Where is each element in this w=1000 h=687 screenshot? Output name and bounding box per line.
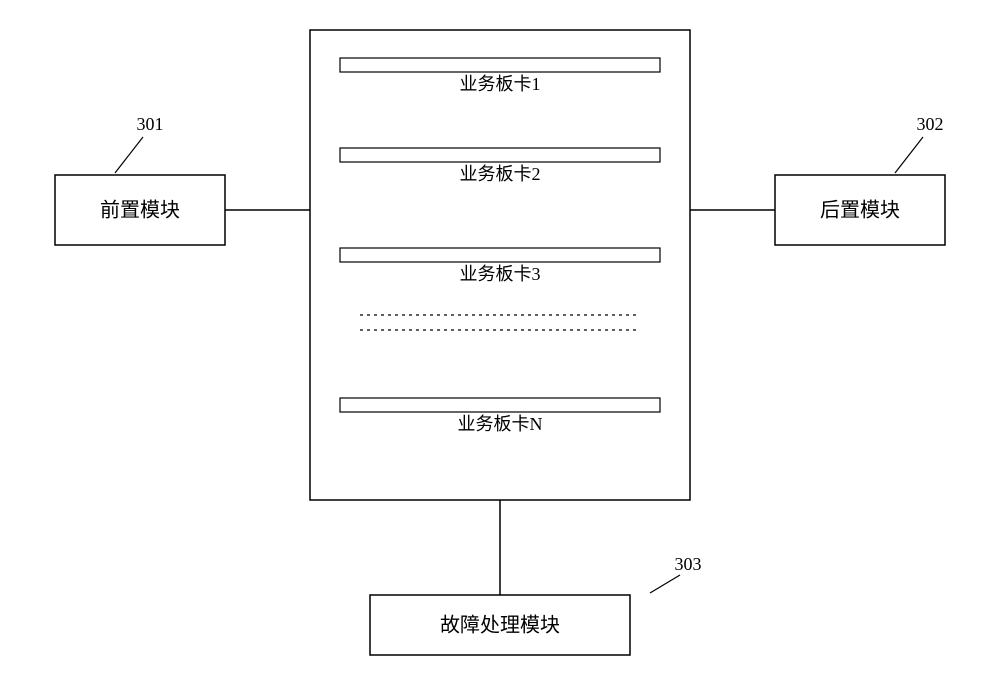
reference-lead-line [895,137,923,173]
service-card-slot [340,58,660,72]
rear-module-box-label: 后置模块 [820,199,900,222]
service-card-slot [340,248,660,262]
service-card-slot [340,398,660,412]
reference-number: 303 [675,554,702,574]
service-card-label: 业务板卡1 [460,74,541,94]
service-card-label: 业务板卡N [458,414,543,434]
front-module-box-label: 前置模块 [100,199,180,222]
reference-number: 301 [137,114,164,134]
service-card-slot [340,148,660,162]
reference-lead-line [115,137,143,173]
service-card-label: 业务板卡2 [460,164,541,184]
fault-module-box-label: 故障处理模块 [440,614,560,637]
reference-number: 302 [917,114,944,134]
reference-lead-line [650,575,680,593]
system-block-diagram: 业务板卡1 业务板卡2 业务板卡3 业务板卡N 前置模块 301 后置模块 302 故障处理模块… [0,0,1000,687]
service-card-label: 业务板卡3 [460,264,541,284]
